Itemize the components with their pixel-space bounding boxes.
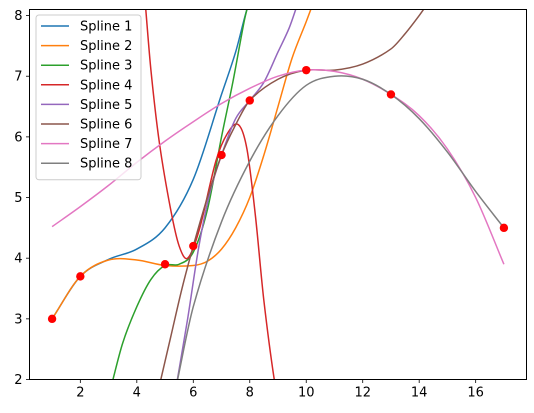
y-tick-label: 8 xyxy=(14,9,22,24)
y-tick-label: 7 xyxy=(14,70,22,85)
legend: Spline 1 Spline 2 Spline 3 Spline 4 Spline 5… xyxy=(35,14,142,181)
series-line-4 xyxy=(145,9,276,380)
data-point xyxy=(47,314,57,324)
series-line-5 xyxy=(176,9,297,380)
legend-label: Spline 8 xyxy=(80,157,132,172)
data-point xyxy=(302,65,311,75)
data-point xyxy=(245,96,254,105)
series-line-3 xyxy=(112,9,248,380)
legend-label: Spline 5 xyxy=(80,98,132,113)
legend-label: Spline 4 xyxy=(80,78,132,93)
x-axis: 2 4 6 8 10 12 14 16 xyxy=(76,379,484,401)
legend-label: Spline 7 xyxy=(80,137,132,152)
legend-box xyxy=(35,14,142,181)
x-tick-label: 6 xyxy=(189,386,197,401)
series-line-8 xyxy=(176,75,505,380)
data-point xyxy=(189,241,198,251)
legend-label: Spline 3 xyxy=(80,59,132,74)
x-tick-label: 14 xyxy=(411,386,428,401)
data-point xyxy=(386,90,396,99)
series-line-2 xyxy=(51,9,312,320)
data-point xyxy=(76,272,85,281)
legend-label: Spline 2 xyxy=(80,39,132,54)
series-layer xyxy=(51,9,505,380)
x-tick-label: 2 xyxy=(76,386,84,401)
y-tick-label: 5 xyxy=(14,191,22,206)
legend-label: Spline 1 xyxy=(80,20,132,35)
data-point xyxy=(217,150,226,160)
series-line-6 xyxy=(160,9,425,380)
x-tick-label: 16 xyxy=(467,386,484,401)
y-tick-label: 3 xyxy=(14,312,22,327)
y-tick-label: 4 xyxy=(14,252,22,267)
y-axis: 2 3 4 5 6 7 8 xyxy=(14,9,30,388)
x-tick-label: 12 xyxy=(354,386,371,401)
x-tick-label: 4 xyxy=(133,386,141,401)
x-tick-label: 10 xyxy=(298,386,315,401)
legend-label: Spline 6 xyxy=(80,118,132,133)
x-tick-label: 8 xyxy=(246,386,254,401)
data-point xyxy=(160,260,170,269)
plot-frame xyxy=(29,9,527,380)
data-point xyxy=(499,223,509,233)
data-points-layer xyxy=(47,65,509,324)
y-tick-label: 6 xyxy=(14,130,22,145)
y-tick-label: 2 xyxy=(14,373,22,388)
